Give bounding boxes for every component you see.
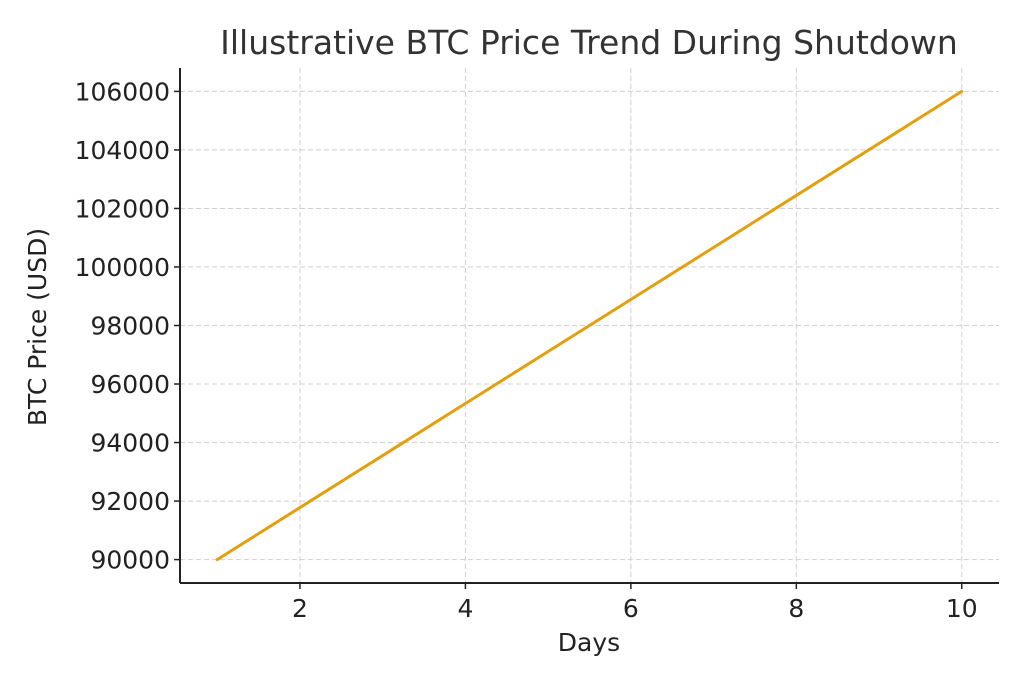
y-tick-label: 106000 [75,77,170,106]
chart-title: Illustrative BTC Price Trend During Shut… [220,23,958,62]
y-tick-label: 98000 [90,312,170,341]
y-tick-label: 104000 [75,136,170,165]
x-tick-label: 6 [623,594,639,623]
x-tick-label: 10 [946,594,978,623]
y-axis-label: BTC Price (USD) [23,228,52,426]
y-tick-label: 90000 [90,546,170,575]
series-line [215,89,964,562]
y-tick-label: 100000 [75,253,170,282]
x-axis-label: Days [558,628,620,657]
y-tick-label: 92000 [90,487,170,516]
y-tick-label: 102000 [75,194,170,223]
series-layer [215,89,964,562]
grid [180,68,999,583]
x-tick-label: 4 [457,594,473,623]
x-tick-label: 8 [788,594,804,623]
y-tick-label: 96000 [90,370,170,399]
axes: 2 4 6 8 10 90000 92000 94000 96000 98000 100000 102… [75,68,999,623]
y-tick-label: 94000 [90,429,170,458]
x-tick-label: 2 [292,594,308,623]
